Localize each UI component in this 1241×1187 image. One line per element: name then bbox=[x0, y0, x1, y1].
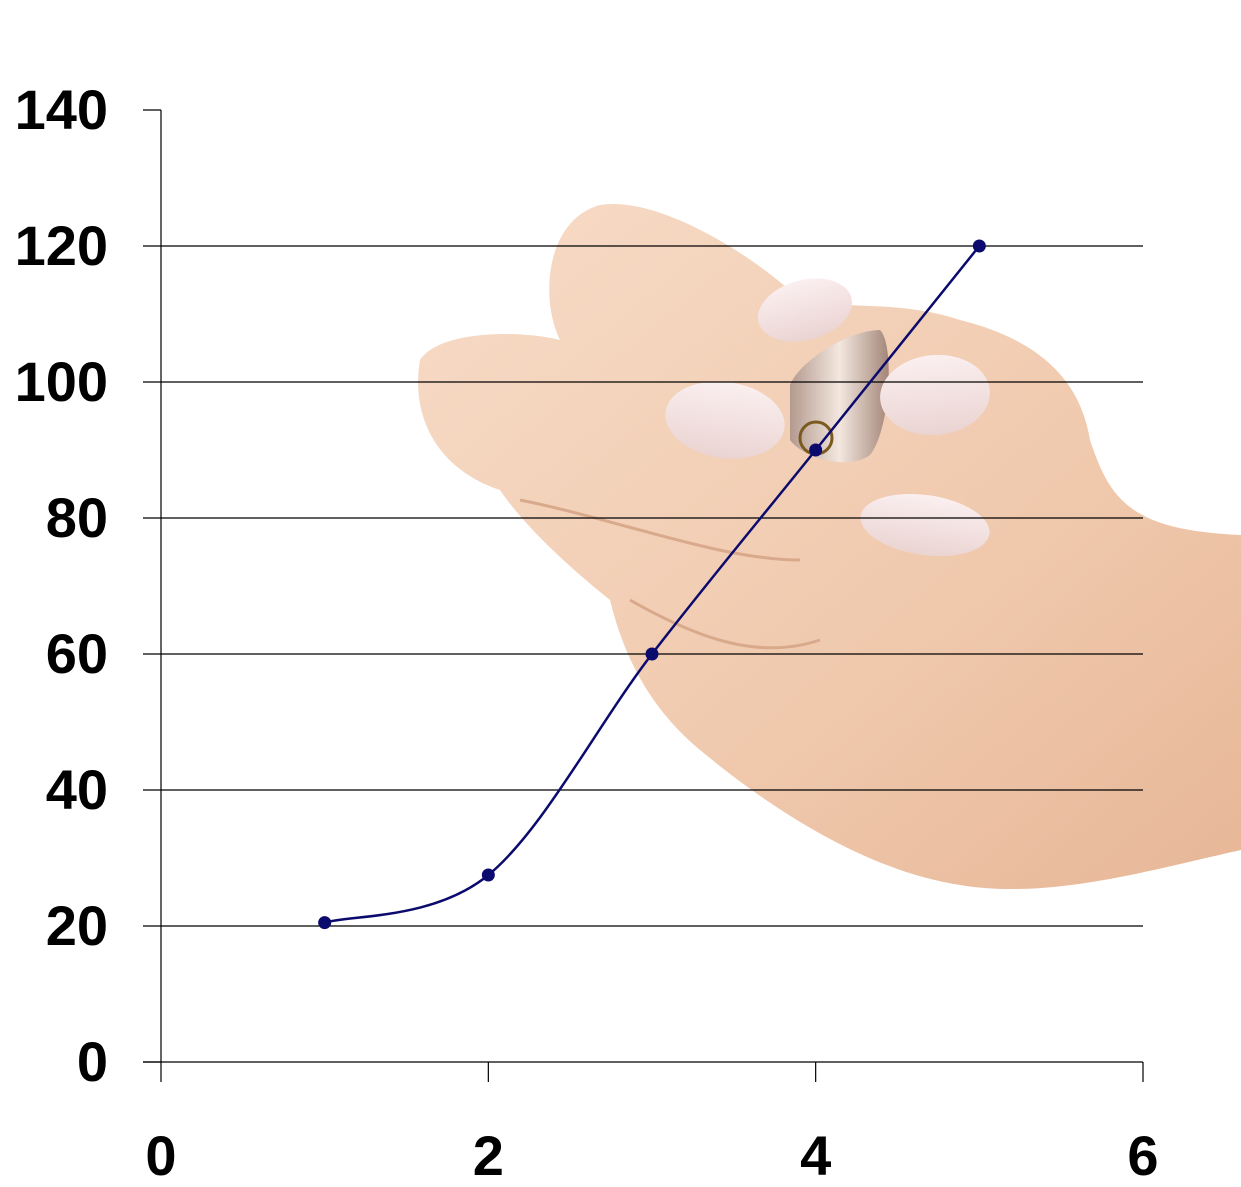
x-axis-tick-label: 2 bbox=[473, 1124, 504, 1182]
y-axis-tick-label: 20 bbox=[46, 894, 108, 957]
y-axis-tick-label: 80 bbox=[46, 486, 108, 549]
series-line bbox=[324, 245, 981, 924]
y-axis-tick-label: 60 bbox=[46, 622, 108, 685]
finger-crease bbox=[629, 598, 821, 650]
y-axis-tick-label: 120 bbox=[15, 214, 108, 277]
series bbox=[318, 239, 986, 930]
x-axis-tick-label: 0 bbox=[145, 1124, 176, 1182]
axes bbox=[143, 109, 1144, 1082]
finger-crease bbox=[519, 498, 801, 562]
hand-palm bbox=[418, 203, 1241, 890]
data-point bbox=[645, 647, 659, 661]
fingernail bbox=[880, 354, 990, 436]
data-point bbox=[809, 443, 823, 457]
y-axis-tick-label: 140 bbox=[15, 78, 108, 141]
x-axis-tick-label: 6 bbox=[1127, 1124, 1158, 1182]
data-point bbox=[318, 916, 332, 930]
hand-illustration bbox=[418, 203, 1241, 890]
y-axis-tick-labels: 0 20 40 60 80 100 120 140 bbox=[15, 78, 108, 1093]
data-point bbox=[481, 868, 495, 882]
fingernail bbox=[757, 278, 853, 342]
data-point bbox=[972, 239, 986, 253]
x-axis-tick-labels: 0 2 4 6 bbox=[145, 1124, 1158, 1187]
y-axis-tick-label: 0 bbox=[77, 1030, 108, 1093]
y-axis-tick-label: 40 bbox=[46, 758, 108, 821]
y-axis-tick-label: 100 bbox=[15, 350, 108, 413]
pen-body bbox=[790, 330, 889, 463]
x-axis-tick-label: 4 bbox=[800, 1124, 831, 1182]
fingernail bbox=[860, 493, 990, 557]
fingernail bbox=[665, 381, 785, 459]
